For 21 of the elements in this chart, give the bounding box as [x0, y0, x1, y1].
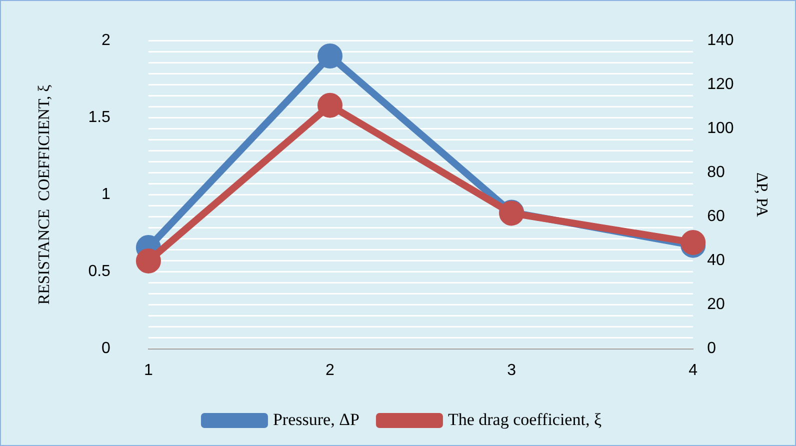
- x-tick-label: 4: [688, 362, 698, 379]
- y2-tick-label: 100: [707, 120, 734, 138]
- y2-tick-label: 40: [707, 252, 726, 270]
- y2-tick-label: 140: [707, 32, 734, 50]
- legend-label: Pressure, ΔP: [272, 410, 360, 429]
- y2-tick-label: 0: [707, 340, 716, 358]
- y2-axis-title: ΔP, PA: [753, 172, 770, 218]
- y2-tick-label: 20: [707, 296, 726, 314]
- y2-tick-label: 60: [707, 208, 726, 226]
- y2-tick-label: 120: [707, 76, 734, 94]
- legend-label: The drag coefficient, ξ: [448, 410, 602, 429]
- y-tick-label: 0: [102, 340, 111, 358]
- y-axis-title: RESISTANCE COEFFICIENT, ξ: [36, 84, 53, 305]
- y-tick-label: 2: [102, 32, 111, 50]
- x-tick-label: 3: [507, 362, 516, 379]
- y-tick-label: 1: [102, 186, 111, 204]
- x-tick-label: 2: [326, 362, 335, 379]
- y-tick-label: 1.5: [88, 109, 111, 126]
- y2-tick-label: 80: [707, 164, 726, 182]
- y-tick-label: 0.5: [88, 263, 111, 280]
- x-tick-label: 1: [144, 362, 153, 379]
